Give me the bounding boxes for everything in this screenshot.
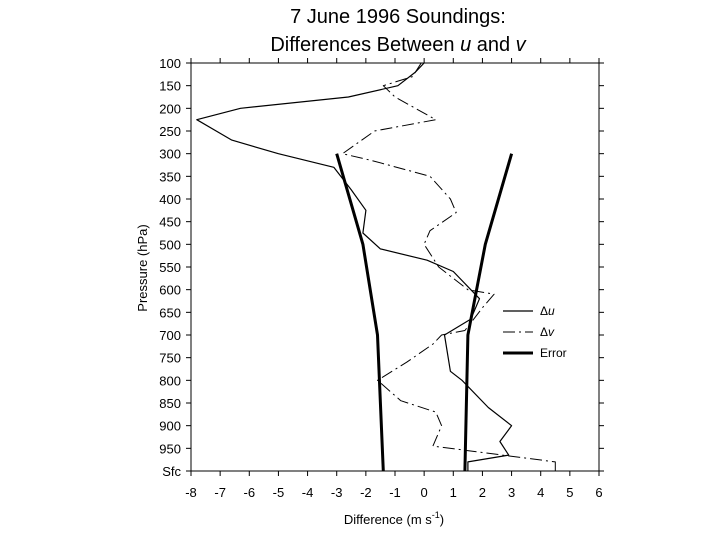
x-tick-label: 2 bbox=[479, 485, 486, 500]
x-tick-label: -8 bbox=[185, 485, 197, 500]
plot-frame bbox=[190, 62, 600, 472]
x-tick-label: 1 bbox=[450, 485, 457, 500]
series-line-delta-v bbox=[342, 62, 556, 471]
y-tick-label: 650 bbox=[159, 305, 181, 320]
y-tick-label: 200 bbox=[159, 101, 181, 116]
legend-label-u: Δu bbox=[540, 304, 555, 318]
x-axis-label-text: Difference (m s bbox=[344, 512, 432, 527]
x-tick-label: -3 bbox=[331, 485, 343, 500]
y-tick-label: 100 bbox=[159, 56, 181, 71]
chart-title-mid: and bbox=[471, 34, 515, 56]
y-tick-label: 450 bbox=[159, 215, 181, 230]
legend-name-error: Error bbox=[540, 346, 567, 360]
y-tick-label: 550 bbox=[159, 260, 181, 275]
x-tick-label: 3 bbox=[508, 485, 515, 500]
legend-label-v: Δv bbox=[540, 325, 555, 339]
y-tick-label: 800 bbox=[159, 373, 181, 388]
y-tick-label: 950 bbox=[159, 441, 181, 456]
chart-title-v: v bbox=[516, 34, 527, 56]
x-tick-label: -4 bbox=[302, 485, 314, 500]
y-tick-label: 150 bbox=[159, 79, 181, 94]
y-tick-label: 350 bbox=[159, 169, 181, 184]
legend-prefix-u: Δ bbox=[540, 304, 548, 318]
legend-label-error: Error bbox=[540, 346, 567, 360]
x-tick-label: 0 bbox=[421, 485, 428, 500]
series-line-error-right bbox=[463, 153, 514, 472]
x-tick-label: 6 bbox=[595, 485, 602, 500]
y-tick-label: 600 bbox=[159, 283, 181, 298]
chart-title-u: u bbox=[460, 34, 471, 56]
x-axis-label-exponent: -1 bbox=[432, 510, 440, 520]
y-tick-label: 300 bbox=[159, 147, 181, 162]
chart-title-prefix: Differences Between bbox=[270, 34, 460, 56]
x-tick-label: -7 bbox=[214, 485, 226, 500]
plot-area: -8 -7 -6 -5 -4 -3 -2 -1 0 1 2 3 4 5 6 100 150 200 250 300 35… bbox=[159, 56, 604, 500]
y-tick-label: Sfc bbox=[162, 464, 181, 479]
y-tick-label: 900 bbox=[159, 419, 181, 434]
chart-title-line-1: 7 June 1996 Soundings: bbox=[290, 6, 506, 28]
x-axis-label: Difference (m s-1) bbox=[344, 510, 444, 527]
legend-prefix-v: Δ bbox=[540, 325, 548, 339]
y-tick-label: 250 bbox=[159, 124, 181, 139]
x-axis-label-close: ) bbox=[440, 512, 444, 527]
x-tick-label: -2 bbox=[360, 485, 372, 500]
y-tick-label: 700 bbox=[159, 328, 181, 343]
x-tick-label: -1 bbox=[389, 485, 401, 500]
x-tick-label: 5 bbox=[566, 485, 573, 500]
x-tick-label: 4 bbox=[537, 485, 544, 500]
legend-name-v: v bbox=[548, 325, 555, 339]
series-line-error-left bbox=[335, 153, 385, 472]
y-axis-label: Pressure (hPa) bbox=[135, 224, 150, 311]
x-tick-label: -6 bbox=[244, 485, 256, 500]
y-tick-label: 750 bbox=[159, 351, 181, 366]
y-tick-label: 850 bbox=[159, 396, 181, 411]
legend-name-u: u bbox=[548, 304, 555, 318]
x-tick-label: -5 bbox=[273, 485, 285, 500]
series-line-delta-u bbox=[196, 62, 513, 471]
y-tick-label: 400 bbox=[159, 192, 181, 207]
y-tick-label: 500 bbox=[159, 237, 181, 252]
chart-title-line-2: Differences Between u and v bbox=[270, 34, 526, 56]
